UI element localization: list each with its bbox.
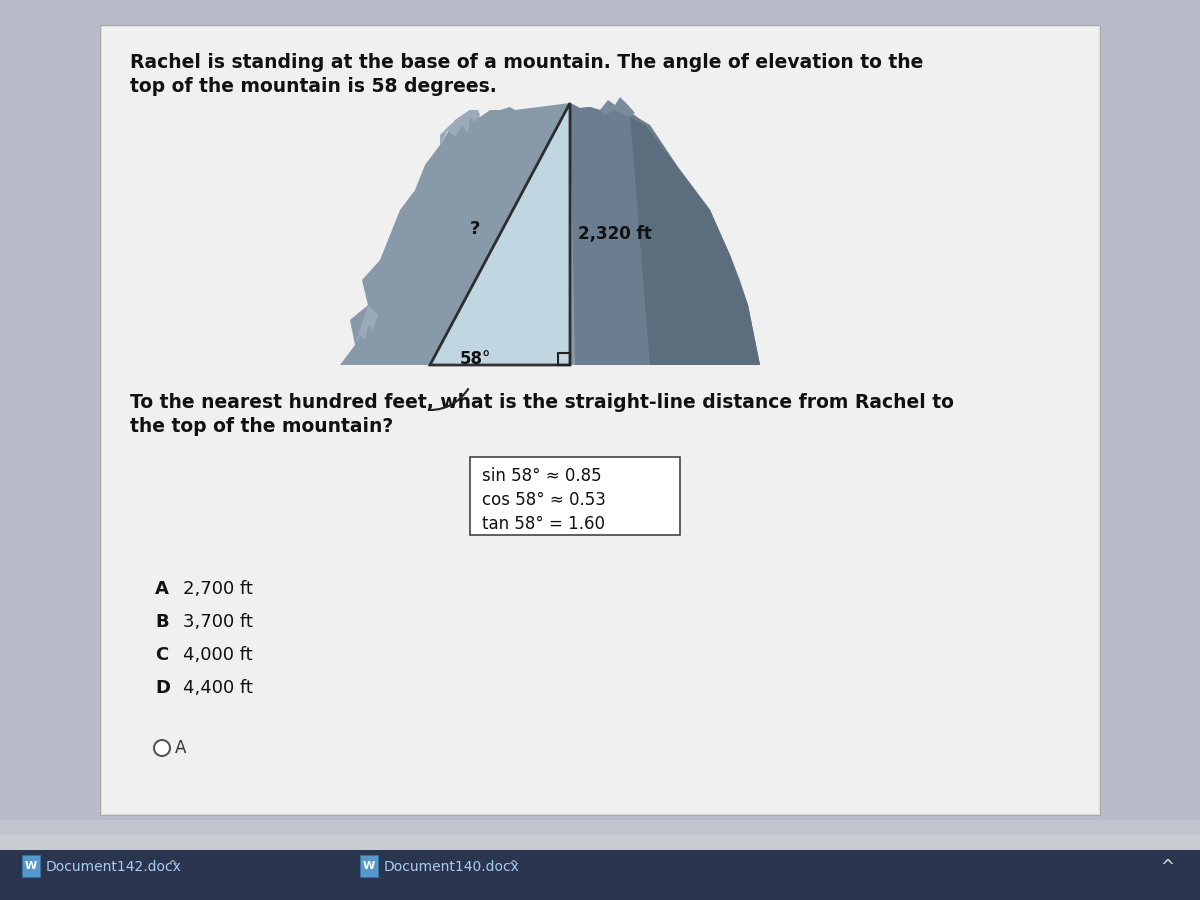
Polygon shape <box>630 117 760 365</box>
FancyBboxPatch shape <box>100 25 1100 815</box>
Bar <box>558 353 570 365</box>
Text: 2,700 ft: 2,700 ft <box>182 580 253 598</box>
Text: A: A <box>155 580 169 598</box>
Text: Document142.docx: Document142.docx <box>46 860 182 874</box>
Bar <box>0 820 1200 900</box>
Text: C: C <box>155 646 168 664</box>
Text: ^: ^ <box>508 860 520 874</box>
Text: 4,000 ft: 4,000 ft <box>182 646 253 664</box>
Text: W: W <box>25 861 37 871</box>
Bar <box>360 855 378 877</box>
Circle shape <box>154 740 170 756</box>
Text: Document140.docx: Document140.docx <box>384 860 520 874</box>
Polygon shape <box>355 305 378 345</box>
Text: sin 58° ≈ 0.85: sin 58° ≈ 0.85 <box>482 467 601 485</box>
Text: top of the mountain is 58 degrees.: top of the mountain is 58 degrees. <box>130 77 497 96</box>
Text: To the nearest hundred feet, what is the straight-line distance from Rachel to: To the nearest hundred feet, what is the… <box>130 393 954 412</box>
Text: ^: ^ <box>167 860 179 874</box>
Polygon shape <box>340 103 760 365</box>
Bar <box>0 835 1200 850</box>
Text: cos 58° ≈ 0.53: cos 58° ≈ 0.53 <box>482 491 606 509</box>
Polygon shape <box>600 97 635 117</box>
Text: B: B <box>155 613 169 631</box>
Bar <box>0 850 1200 900</box>
Text: ?: ? <box>469 220 480 238</box>
Text: the top of the mountain?: the top of the mountain? <box>130 417 394 436</box>
Text: 58°: 58° <box>460 350 491 368</box>
Text: tan 58° = 1.60: tan 58° = 1.60 <box>482 515 605 533</box>
Text: 3,700 ft: 3,700 ft <box>182 613 253 631</box>
Text: ^: ^ <box>1160 858 1174 876</box>
Bar <box>470 457 680 535</box>
Bar <box>22 855 40 877</box>
Polygon shape <box>440 110 480 145</box>
Text: A: A <box>175 739 186 757</box>
Text: W: W <box>362 861 376 871</box>
Bar <box>102 27 1098 813</box>
Text: 2,320 ft: 2,320 ft <box>578 225 652 243</box>
Text: Rachel is standing at the base of a mountain. The angle of elevation to the: Rachel is standing at the base of a moun… <box>130 53 923 72</box>
Text: D: D <box>155 679 170 697</box>
Polygon shape <box>570 103 760 365</box>
Polygon shape <box>430 103 570 365</box>
Text: 4,400 ft: 4,400 ft <box>182 679 253 697</box>
